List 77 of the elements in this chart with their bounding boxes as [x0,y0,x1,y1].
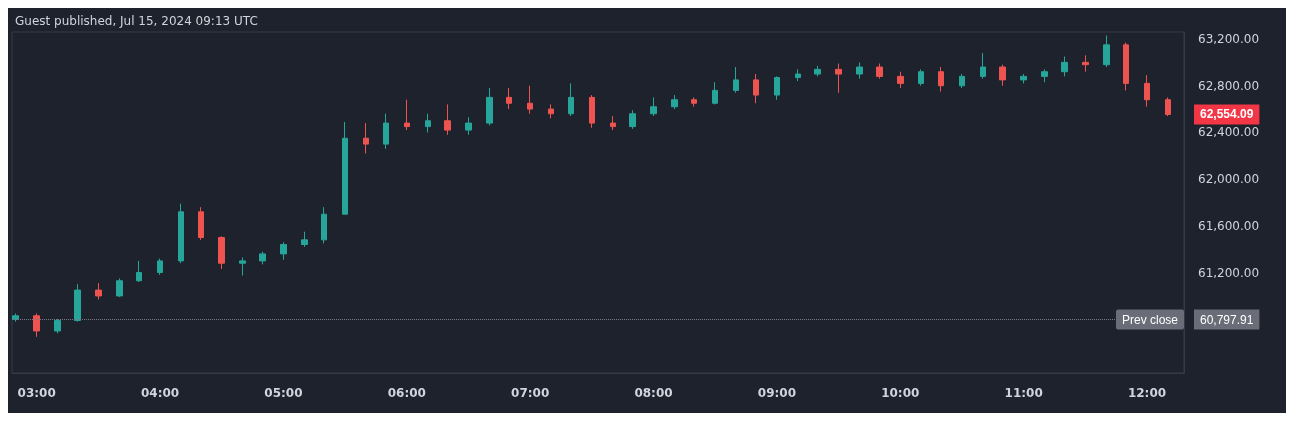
candlestick [342,121,348,215]
candlestick [363,122,369,154]
x-tick-label: 12:00 [1127,386,1167,400]
candlestick [116,277,123,298]
candlestick [650,96,657,117]
candlestick [938,66,944,93]
candlestick [425,113,431,133]
candlestick [1165,96,1171,117]
candlestick [1082,54,1089,73]
x-tick-label: 05:00 [264,386,303,400]
candlestick [1061,56,1068,77]
candlestick [33,312,40,338]
candlestick [1041,68,1048,83]
candlestick [999,64,1006,87]
candlestick [589,94,595,129]
candlestick [1103,35,1110,68]
candlestick [383,113,389,150]
candlestick [444,103,451,136]
candlestick [95,282,102,300]
y-tick-label: 62,800.00 [1198,78,1260,93]
candlestick [980,52,986,80]
candlestick [404,99,410,131]
candlestick [753,73,759,104]
candlestick [671,94,678,110]
candlestick [218,235,225,270]
x-tick-label: 09:00 [757,386,796,400]
candlestick [136,260,142,283]
candlestick [1123,42,1129,91]
x-tick-label: 04:00 [140,386,180,400]
candlestick [795,68,801,82]
ref-line-label: Prev close [1121,312,1179,327]
candlestick [774,75,780,101]
candlestick [178,203,184,264]
x-tick-label: 06:00 [387,386,426,400]
candlestick [198,206,204,241]
chart-title: Guest published, Jul 15, 2024 09:13 UTC [15,14,258,28]
candlestick [918,68,924,87]
candlestick [733,66,739,94]
candlestick [465,116,472,136]
candlestick [1144,74,1150,108]
candlestick [12,312,19,323]
y-tick-label: 62,400.00 [1198,125,1260,140]
candlestick [548,103,554,119]
candlestick [280,241,287,261]
x-tick-label: 07:00 [511,386,550,400]
candlestick [712,81,718,105]
x-tick-label: 10:00 [881,386,920,400]
candlestick [835,63,842,94]
candlestick [691,96,697,108]
candlestick [259,251,266,265]
x-tick-label: 03:00 [17,386,56,400]
candlestick [301,231,308,248]
candlestick [568,82,574,117]
candlestick [74,283,81,323]
candlestick [239,256,246,276]
candlestick [321,206,327,244]
candlestick [1020,73,1027,84]
candlestick [54,318,61,334]
candlestick [610,115,616,131]
candlestick [527,85,533,115]
candlestick [506,87,512,110]
candlestick [486,87,493,126]
x-tick-label: 08:00 [634,386,673,400]
candlestick [629,109,636,130]
y-tick-label: 62,000.00 [1198,172,1260,187]
y-tick-label: 63,200.00 [1198,32,1260,47]
x-tick-label: 11:00 [1004,386,1043,400]
y-tick-label: 61,200.00 [1198,265,1260,280]
candlestick [876,63,883,80]
candlestick [897,71,904,89]
y-tick-label: 61,600.00 [1198,218,1260,233]
annotation: 62,554.09 [1200,107,1254,122]
candlestick [157,258,163,276]
candlestick [856,61,863,80]
candlestick [814,65,821,77]
text: 60,797.91 [1200,312,1254,327]
candlestick [959,73,965,89]
